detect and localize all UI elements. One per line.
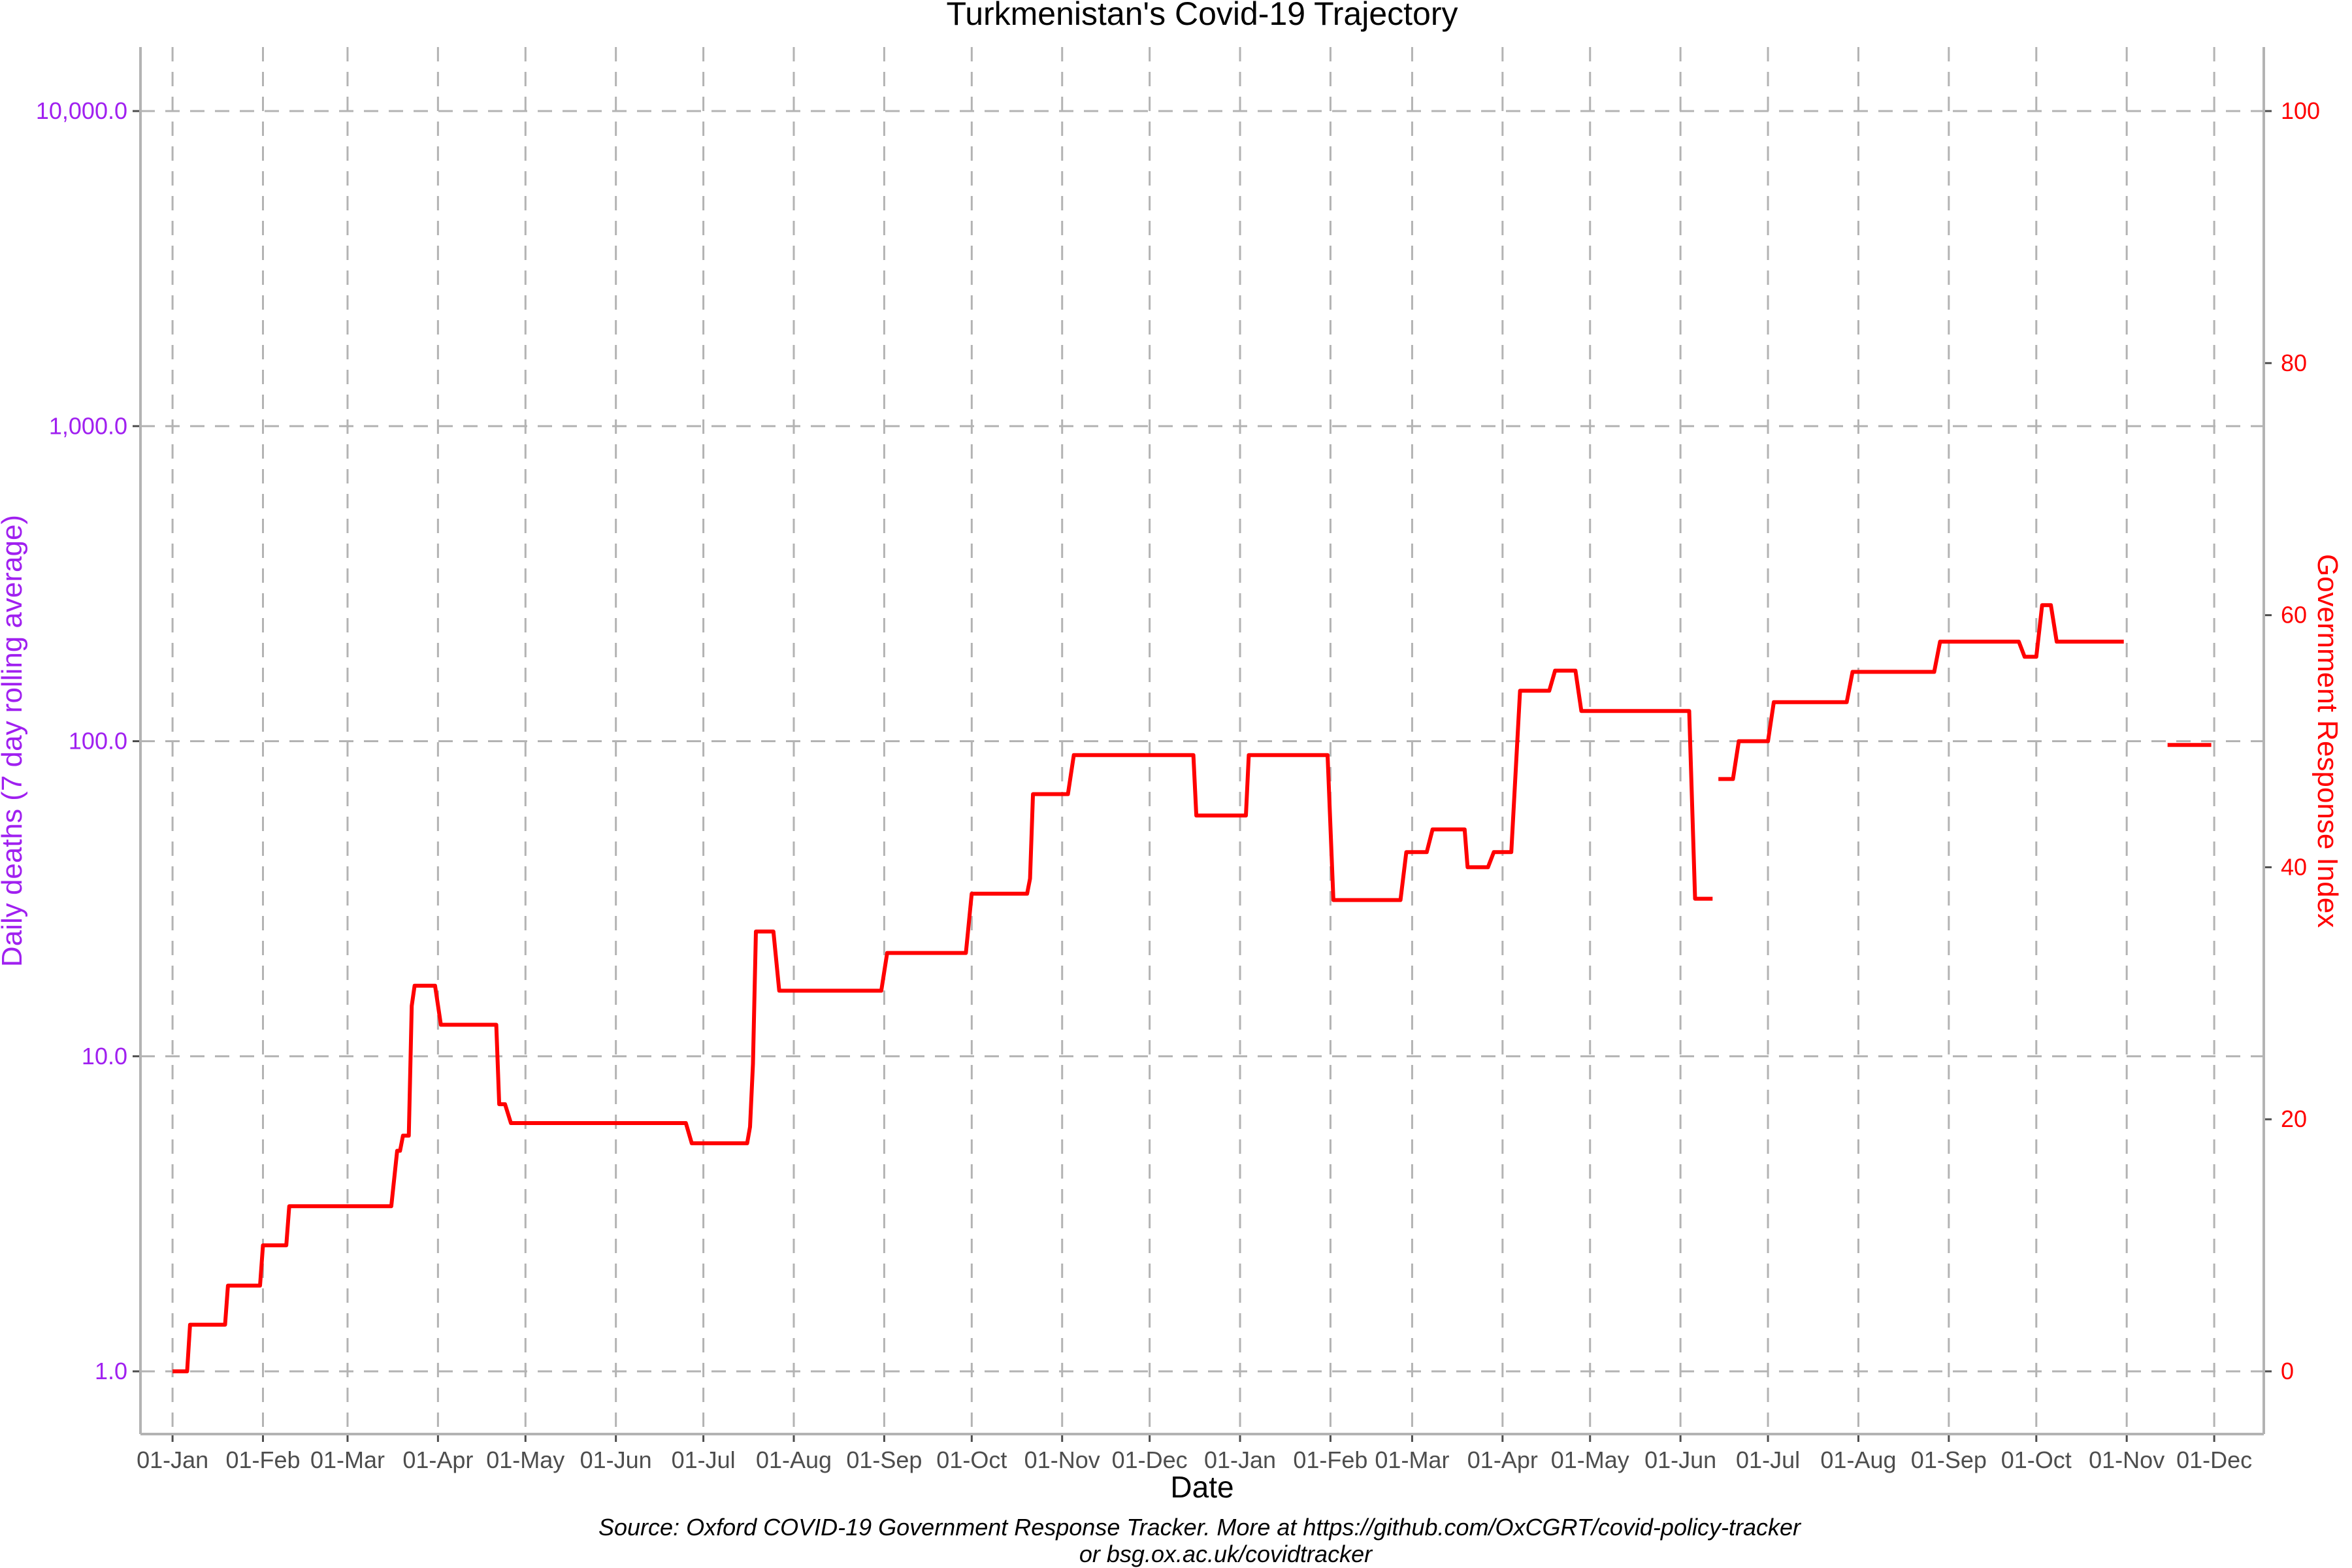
x-tick-label: 01-Feb — [225, 1446, 300, 1473]
caption-link: or bsg.ox.ac.uk/covidtracker — [1079, 1541, 1373, 1567]
caption-source: Source: Oxford COVID-19 Government Respo… — [598, 1514, 1802, 1541]
x-tick-label: 01-May — [486, 1446, 564, 1473]
x-tick-label: 01-Mar — [310, 1446, 385, 1473]
x-tick-label: 01-Mar — [1375, 1446, 1449, 1473]
x-tick-label: 01-Jan — [137, 1446, 208, 1473]
y-right-tick-label: 100 — [2281, 97, 2320, 124]
chart-title: Turkmenistan's Covid-19 Trajectory — [947, 0, 1458, 32]
y-left-tick-label: 1,000.0 — [49, 412, 127, 439]
y-left-tick-label: 1.0 — [95, 1358, 127, 1384]
y-right-tick-label: 80 — [2281, 350, 2307, 376]
series-layer — [172, 603, 2212, 1373]
x-tick-label: 01-Jul — [1736, 1446, 1800, 1473]
y-axis-right-title: Government Response Index — [2311, 554, 2344, 928]
x-tick-label: 01-Jun — [1644, 1446, 1716, 1473]
tick-labels: 01-Jan 01-Feb 01-Mar 01-Apr 01-May 01-Jun 01-J… — [36, 97, 2320, 1473]
x-tick-label: 01-Oct — [2001, 1446, 2072, 1473]
x-tick-label: 01-Oct — [936, 1446, 1007, 1473]
y-left-tick-label: 10,000.0 — [36, 97, 127, 124]
x-tick-label: 01-May — [1551, 1446, 1629, 1473]
y-left-tick-label: 10.0 — [82, 1043, 127, 1070]
x-tick-label: 01-Aug — [756, 1446, 832, 1473]
x-tick-label: 01-Jun — [580, 1446, 652, 1473]
axes — [133, 47, 2272, 1442]
y-left-tick-label: 100.0 — [69, 728, 127, 755]
y-axis-left-title: Daily deaths (7 day rolling average) — [0, 515, 28, 967]
response-index-line — [172, 668, 1713, 1373]
y-right-tick-label: 60 — [2281, 602, 2307, 629]
x-tick-label: 01-Apr — [1467, 1446, 1538, 1473]
x-tick-label: 01-Dec — [2176, 1446, 2252, 1473]
response-index-line — [1718, 603, 2124, 781]
x-tick-label: 01-Sep — [1911, 1446, 1987, 1473]
x-tick-label: 01-Jul — [672, 1446, 736, 1473]
x-tick-label: 01-Feb — [1293, 1446, 1367, 1473]
x-tick-label: 01-Sep — [846, 1446, 922, 1473]
y-right-tick-label: 0 — [2281, 1358, 2294, 1384]
x-tick-label: 01-Jan — [1204, 1446, 1276, 1473]
y-right-tick-label: 40 — [2281, 853, 2307, 880]
x-tick-label: 01-Nov — [2089, 1446, 2164, 1473]
x-tick-label: 01-Aug — [1820, 1446, 1896, 1473]
x-tick-label: 01-Nov — [1024, 1446, 1100, 1473]
x-tick-label: 01-Dec — [1112, 1446, 1188, 1473]
x-axis-title: Date — [1170, 1470, 1233, 1504]
y-right-tick-label: 20 — [2281, 1105, 2307, 1132]
x-tick-label: 01-Apr — [402, 1446, 473, 1473]
gridlines — [140, 47, 2264, 1434]
